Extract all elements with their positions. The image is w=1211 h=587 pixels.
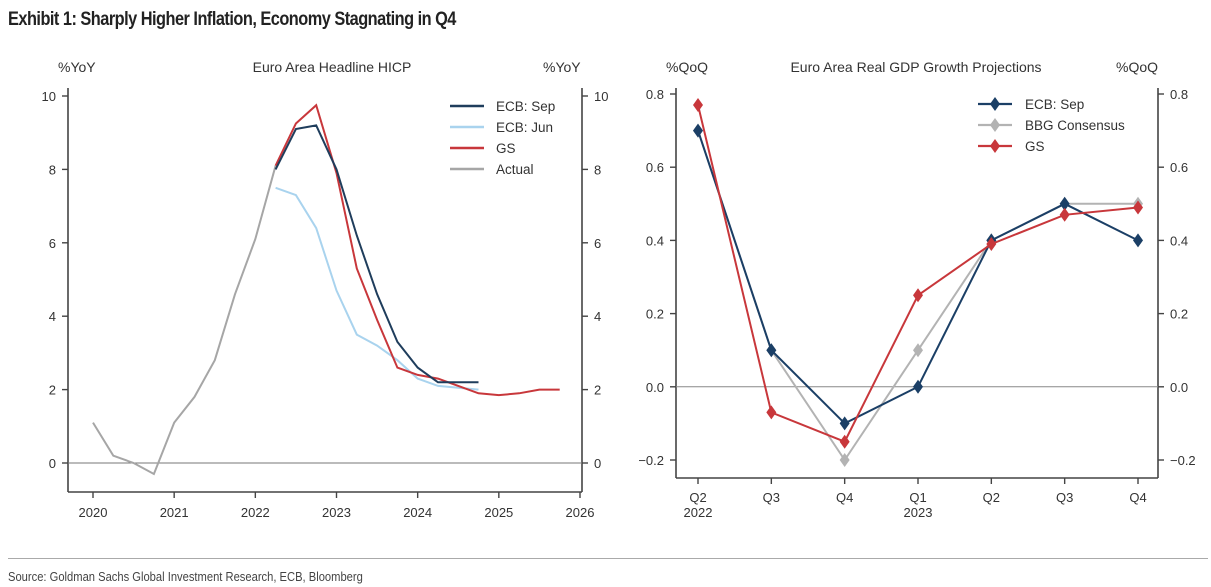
- data-point-marker: [839, 416, 850, 431]
- y-tick-label-left: 4: [49, 309, 56, 324]
- data-point-marker: [990, 97, 1000, 111]
- y-tick-label-left: 0.2: [646, 307, 664, 322]
- data-point-marker: [913, 343, 923, 358]
- legend-label: ECB: Sep: [496, 99, 555, 114]
- x-tick-label: Q1: [909, 490, 926, 505]
- right-ylabel-left: %QoQ: [666, 59, 708, 75]
- y-tick-label-right: 0.6: [1170, 160, 1188, 175]
- y-tick-label-left: 2: [49, 383, 56, 398]
- y-tick-label-right: 0: [594, 456, 601, 471]
- x-tick-label: 2022: [241, 505, 270, 520]
- x-tick-label: Q2: [983, 490, 1000, 505]
- legend-label: ECB: Jun: [496, 120, 553, 135]
- y-tick-label-left: 6: [49, 236, 56, 251]
- data-point-marker: [766, 343, 777, 358]
- y-tick-label-right: 0.8: [1170, 87, 1188, 102]
- x-tick-label: 2021: [160, 505, 189, 520]
- data-point-marker: [990, 139, 1000, 153]
- series-ecb-sep: [693, 123, 1143, 431]
- x-tick-label: Q3: [763, 490, 780, 505]
- y-tick-label-left: 0.6: [646, 160, 664, 175]
- legend-label: GS: [1025, 139, 1045, 154]
- y-tick-label-left: 0.4: [646, 233, 664, 248]
- x-tick-label: Q2: [689, 490, 706, 505]
- y-tick-label-right: 0.4: [1170, 233, 1188, 248]
- legend-label: BBG Consensus: [1025, 118, 1125, 133]
- x-tick-label: 2022: [684, 505, 713, 520]
- x-tick-label: Q4: [1129, 490, 1146, 505]
- hicp-legend: ECB: Sep ECB: Jun GS Actual: [450, 99, 555, 177]
- x-tick-label: 2025: [484, 505, 513, 520]
- x-tick-label: 2026: [566, 505, 595, 520]
- data-point-marker: [913, 288, 923, 303]
- gdp-series: [693, 97, 1143, 467]
- y-tick-label-left: 0: [49, 456, 56, 471]
- y-tick-label-right: 10: [594, 89, 608, 104]
- data-point-marker: [990, 118, 1000, 132]
- gdp-ticks: −0.2 −0.2 0.0 0.0 0.2 0.2 0.4 0.4 0.6 0.6 0.8 0.8 Q2…: [638, 87, 1195, 520]
- x-tick-label: 2024: [403, 505, 432, 520]
- y-tick-label-right: 4: [594, 309, 601, 324]
- y-tick-label-left: 0.8: [646, 87, 664, 102]
- gdp-chart: %QoQ Euro Area Real GDP Growth Projectio…: [638, 59, 1195, 520]
- gdp-chart-title: Euro Area Real GDP Growth Projections: [790, 59, 1041, 75]
- hicp-ticks: 0 0 2 2 4 4 6 6 8 8 10 10 2020 2021 2022 2023 2024 2025 20…: [42, 89, 609, 520]
- legend-label: ECB: Sep: [1025, 97, 1084, 112]
- series-gs: [693, 97, 1143, 449]
- data-point-marker: [693, 123, 703, 138]
- exhibit-title: Exhibit 1: Sharply Higher Inflation, Eco…: [8, 9, 456, 30]
- x-tick-label: 2023: [322, 505, 351, 520]
- left-ylabel-left: %YoY: [58, 59, 96, 75]
- source-note: Source: Goldman Sachs Global Investment …: [8, 569, 363, 584]
- hicp-axes: [67, 88, 583, 493]
- x-tick-label: 2023: [904, 505, 933, 520]
- series-line-actual: [92, 165, 277, 476]
- data-point-marker: [1059, 196, 1070, 211]
- gdp-legend: ECB: Sep BBG Consensus GS: [978, 97, 1125, 154]
- y-tick-label-right: 6: [594, 236, 601, 251]
- data-point-marker: [1133, 200, 1143, 215]
- hicp-chart-title: Euro Area Headline HICP: [253, 59, 412, 75]
- data-point-marker: [1059, 207, 1070, 222]
- series-line-ecb-sep: [274, 124, 479, 384]
- data-point-marker: [839, 453, 850, 467]
- hicp-chart: %YoY Euro Area Headline HICP %YoY 0 0 2 2 4 4…: [42, 59, 609, 520]
- right-ylabel-right: %QoQ: [1116, 59, 1158, 75]
- x-tick-label: Q4: [836, 490, 853, 505]
- footer-divider: [8, 558, 1208, 559]
- series-line-ecb-jun: [275, 186, 479, 391]
- y-tick-label-left: 8: [49, 162, 56, 177]
- y-tick-label-right: 0.0: [1170, 380, 1188, 395]
- series-line-gs: [274, 103, 560, 397]
- hicp-series: [92, 103, 560, 476]
- y-tick-label-left: −0.2: [638, 453, 664, 468]
- y-tick-label-right: 8: [594, 162, 601, 177]
- y-tick-label-left: 10: [42, 89, 56, 104]
- data-point-marker: [693, 97, 703, 112]
- y-tick-label-right: 0.2: [1170, 307, 1188, 322]
- data-point-marker: [766, 405, 777, 420]
- legend-label: Actual: [496, 162, 534, 177]
- x-tick-label: Q3: [1056, 490, 1073, 505]
- y-tick-label-right: 2: [594, 383, 601, 398]
- data-point-marker: [839, 434, 850, 449]
- left-ylabel-right: %YoY: [543, 59, 581, 75]
- y-tick-label-right: −0.2: [1170, 453, 1196, 468]
- data-point-marker: [986, 237, 997, 252]
- legend-label: GS: [496, 141, 516, 156]
- x-tick-label: 2020: [79, 505, 108, 520]
- data-point-marker: [913, 379, 923, 394]
- y-tick-label-left: 0.0: [646, 380, 664, 395]
- data-point-marker: [1133, 233, 1143, 248]
